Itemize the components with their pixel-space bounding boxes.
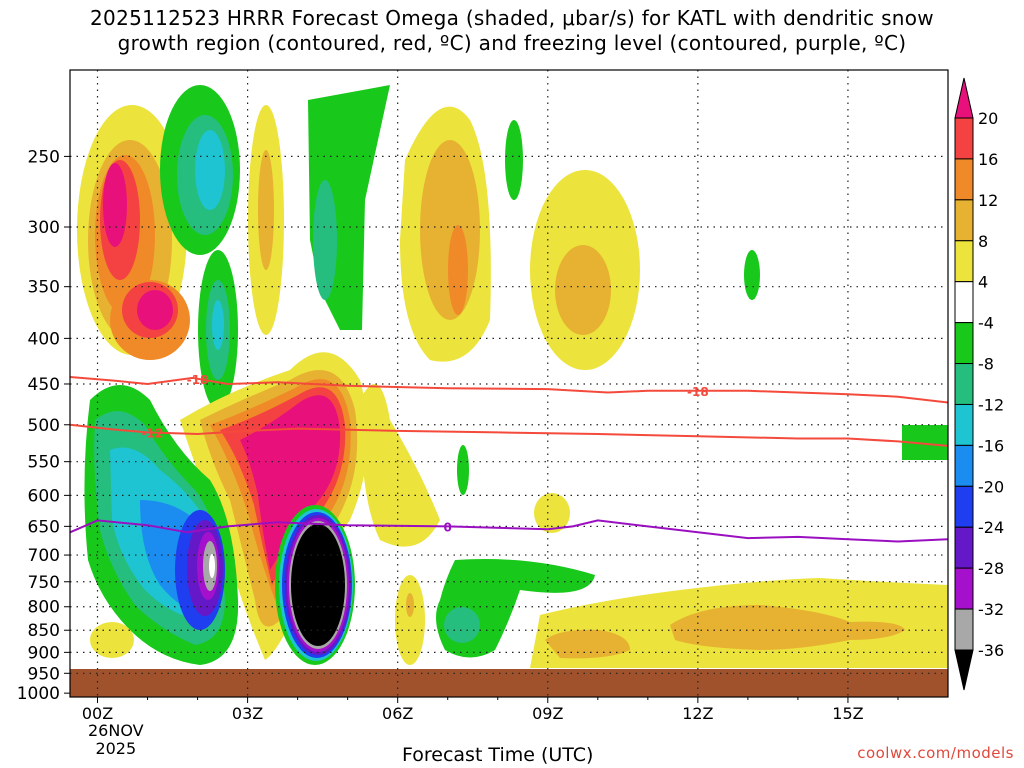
colorbar-top-triangle	[954, 77, 974, 119]
x-tick-label: 09Z	[532, 704, 563, 723]
x-tick-label: 15Z	[832, 704, 863, 723]
y-tick-label: 1000	[17, 684, 60, 704]
omega-region-core-negative	[275, 505, 355, 665]
colorbar-label: -24	[978, 518, 1004, 537]
contour-label: 0	[444, 520, 452, 534]
credit-link[interactable]: coolwx.com/models	[857, 744, 1014, 762]
x-date-year: 2025	[95, 739, 137, 758]
colorbar-swatch	[954, 240, 974, 283]
colorbar-label: -16	[978, 436, 1004, 455]
contour-line	[70, 423, 948, 447]
contour-label: -18	[187, 373, 209, 387]
omega-region-lowlevel-positive	[530, 578, 948, 668]
x-tick-label: 00Z	[82, 704, 113, 723]
omega-region-small-positive	[90, 493, 570, 665]
colorbar-label: 20	[978, 109, 998, 128]
y-tick-label: 900	[28, 643, 60, 663]
y-tick-label: 350	[28, 278, 60, 298]
y-tick-label: 750	[28, 573, 60, 593]
colorbar-label: -32	[978, 600, 1004, 619]
omega-region-small-negative	[457, 120, 948, 495]
omega-region-07z-lower-negative	[436, 559, 595, 658]
chart-title-line2: growth region (contoured, red, ºC) and f…	[117, 31, 907, 55]
y-tick-label: 850	[28, 621, 60, 641]
y-tick-label: 450	[28, 375, 60, 395]
y-tick-label: 400	[28, 329, 60, 349]
colorbar-swatch	[954, 485, 974, 528]
y-axis: 2503003504004505005506006507007508008509…	[17, 147, 70, 704]
contour-line	[70, 376, 948, 404]
colorbar-label: -28	[978, 559, 1004, 578]
y-tick-label: 500	[28, 416, 60, 436]
colorbar-label: -36	[978, 641, 1004, 660]
ground-surface	[70, 669, 948, 697]
colorbar-label: 8	[978, 232, 988, 251]
x-date-day: 26NOV	[88, 721, 144, 740]
colorbar-label: -8	[978, 355, 994, 374]
colorbar-swatch	[954, 363, 974, 405]
y-tick-label: 950	[28, 664, 60, 684]
omega-region-upper-left-positive	[77, 105, 190, 360]
y-tick-label: 700	[28, 546, 60, 566]
x-axis: 00Z 03Z 06Z 09Z 12Z 15Z	[82, 697, 899, 723]
contour-line	[70, 519, 948, 543]
omega-region-04z-upper-negative	[308, 85, 390, 330]
colorbar-swatch	[954, 281, 974, 324]
y-tick-label: 600	[28, 486, 60, 506]
x-tick-label: 03Z	[232, 704, 263, 723]
colorbar-swatch	[954, 322, 974, 365]
x-tick-label: 06Z	[382, 704, 413, 723]
colorbar-bottom-triangle	[954, 649, 974, 691]
colorbar-label: -20	[978, 477, 1004, 496]
colorbar-swatch	[954, 199, 974, 242]
omega-region-midlevel-positive	[180, 352, 440, 660]
omega-region-upper-negative	[160, 85, 240, 410]
temperature-contours: -18 -18 -12 0	[70, 373, 948, 543]
colorbar-label: -12	[978, 395, 1004, 414]
colorbar-label: -4	[978, 314, 994, 333]
contour-label: -12	[142, 427, 164, 441]
omega-region-09z-positive	[530, 170, 640, 370]
colorbar-swatch	[954, 608, 974, 651]
y-tick-label: 800	[28, 598, 60, 618]
colorbar-swatch	[954, 158, 974, 201]
colorbar-swatch	[954, 403, 974, 446]
y-tick-label: 550	[28, 453, 60, 473]
colorbar-label: 16	[978, 150, 998, 169]
colorbar-swatch	[954, 117, 974, 160]
x-date-label: 26NOV 2025	[88, 722, 144, 758]
colorbar: 20 16 12 8 4 -4 -8 -12 -16 -20 -24 -28 -32 -36	[954, 77, 1004, 691]
y-tick-label: 250	[28, 147, 60, 167]
omega-region-03z-column	[248, 105, 284, 335]
x-axis-title: Forecast Time (UTC)	[402, 744, 594, 766]
colorbar-label: 12	[978, 191, 998, 210]
y-tick-label: 300	[28, 218, 60, 238]
x-tick-label: 12Z	[682, 704, 713, 723]
colorbar-swatch	[954, 444, 974, 487]
chart-title-line1: 2025112523 HRRR Forecast Omega (shaded, …	[90, 6, 934, 30]
colorbar-label: 4	[978, 273, 988, 292]
y-tick-label: 650	[28, 517, 60, 537]
colorbar-swatch	[954, 526, 974, 569]
omega-region-06z-positive	[400, 106, 491, 362]
contour-label: -18	[687, 385, 709, 399]
colorbar-swatch	[954, 567, 974, 610]
chart-title: 2025112523 HRRR Forecast Omega (shaded, …	[0, 6, 1024, 56]
